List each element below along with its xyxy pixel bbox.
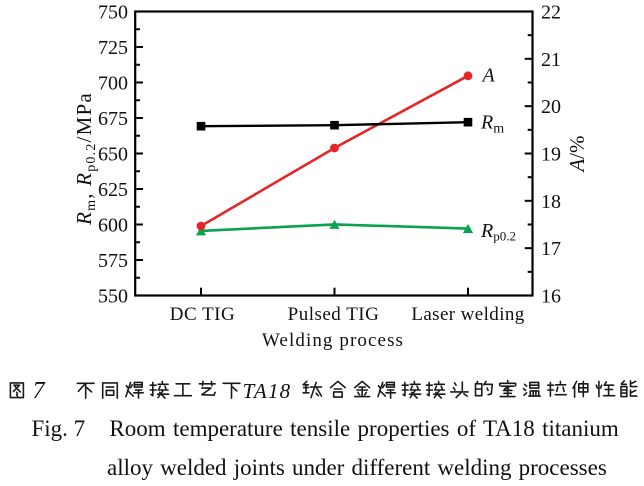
svg-text:21: 21 [541,49,561,71]
svg-text:550: 550 [98,286,128,308]
svg-text:700: 700 [98,73,128,95]
svg-text:625: 625 [98,179,128,201]
svg-text:A/%: A/% [565,136,589,174]
svg-text:575: 575 [98,250,128,272]
svg-text:Welding process: Welding process [262,330,404,351]
svg-text:600: 600 [98,215,128,237]
svg-text:750: 750 [98,2,128,24]
svg-text:alloy welded joints under diff: alloy welded joints under different weld… [107,455,607,480]
svg-text:Rm, Rp0.2/MPa: Rm, Rp0.2/MPa [72,92,99,226]
svg-text:650: 650 [98,144,128,166]
svg-text:Pulsed TIG: Pulsed TIG [288,304,380,325]
svg-text:Fig. 7: Fig. 7 [32,416,86,441]
svg-text:16: 16 [541,286,561,308]
svg-text:7: 7 [33,378,46,404]
svg-text:DC TIG: DC TIG [170,304,235,325]
svg-text:725: 725 [98,37,128,59]
svg-text:18: 18 [541,191,561,213]
svg-text:675: 675 [98,108,128,130]
svg-text:Room temperature tensile prope: Room temperature tensile properties of T… [109,416,618,441]
svg-text:Laser welding: Laser welding [411,304,524,325]
svg-text:19: 19 [541,144,561,166]
svg-text:TA18: TA18 [243,379,292,403]
svg-text:22: 22 [541,2,561,24]
svg-text:20: 20 [541,96,561,118]
svg-text:Rm: Rm [480,112,504,137]
svg-text:Rp0.2: Rp0.2 [480,220,516,244]
svg-text:17: 17 [541,238,561,260]
svg-text:A: A [481,65,496,87]
